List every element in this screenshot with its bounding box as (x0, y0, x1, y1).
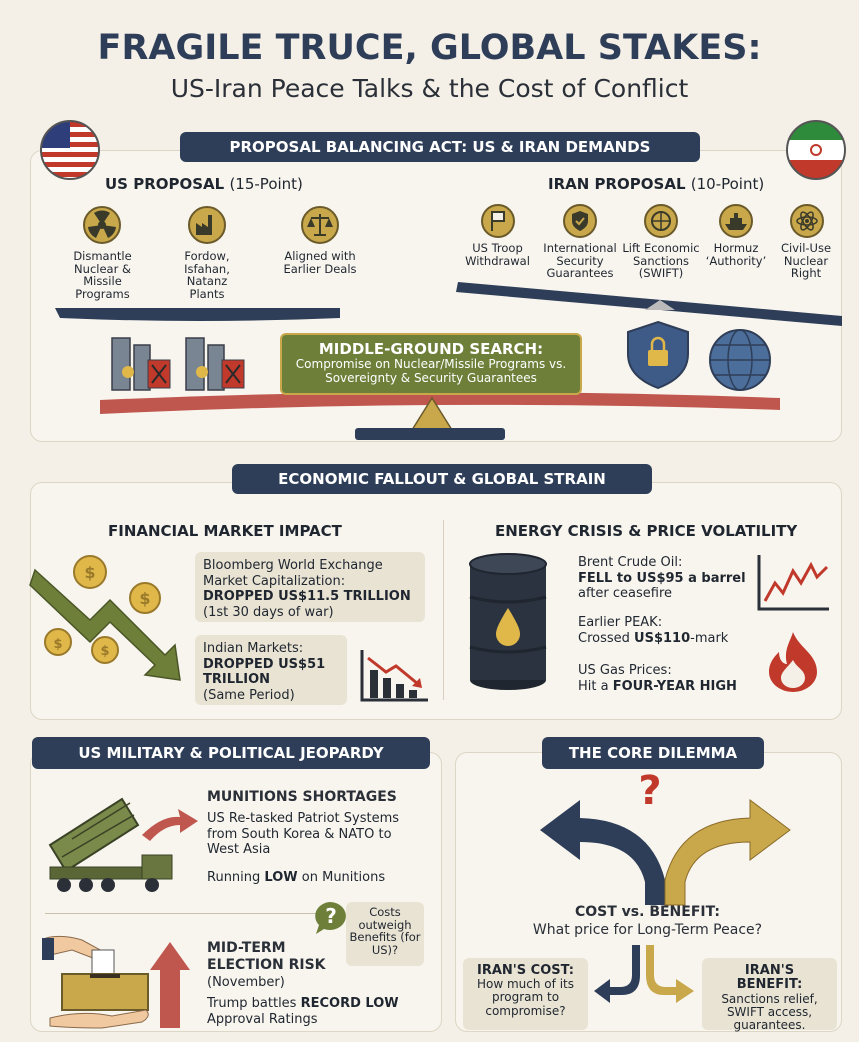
patriot-launcher (48, 797, 198, 892)
subtitle: US-Iran Peace Talks & the Cost of Confli… (170, 74, 689, 103)
svg-text:$: $ (100, 644, 109, 659)
brent-value: FELL to US$95 a barrel (578, 570, 746, 586)
balance-scale (55, 282, 842, 440)
svg-text:$: $ (53, 637, 62, 652)
brent-label: Brent Crude Oil: (578, 555, 683, 570)
falling-chart-icon (360, 650, 428, 702)
svg-text:$: $ (139, 589, 150, 608)
dilemma-question: What price for Long-Term Peace? (532, 922, 763, 938)
peak-suffix: -mark (690, 630, 729, 646)
peak-prefix: Crossed (578, 630, 630, 646)
munitions-suffix: on Munitions (301, 870, 386, 885)
gas-label: US Gas Prices: (578, 663, 672, 678)
cost-box: IRAN'S COST: How much of its program to … (463, 958, 588, 1030)
election-suffix: Approval Ratings (207, 1011, 318, 1027)
brent-note: after ceasefire (578, 586, 673, 602)
global-market-box: Bloomberg World Exchange Market Capitali… (195, 552, 425, 622)
middle-ground-text: Compromise on Nuclear/Missile Programs v… (295, 357, 567, 385)
india-market-value: DROPPED US$51 TRILLION (203, 656, 326, 688)
us-item: Fordow, Isfahan, Natanz Plants (184, 249, 230, 301)
iran-proposal-title: IRAN PROPOSAL (548, 175, 686, 193)
scales-icon (301, 206, 339, 244)
oil-barrel (469, 553, 547, 690)
election-title: MID-TERM ELECTION RISK (207, 940, 326, 973)
svg-text:$: $ (84, 563, 95, 582)
economy-panel (30, 482, 842, 720)
iran-item: Civil-Use Nuclear Right (780, 241, 832, 281)
nuclear-icon (83, 206, 121, 244)
speech-bubble (315, 902, 346, 934)
dilemma-mark: ? (638, 768, 662, 814)
iran-flag (786, 120, 846, 180)
middle-ground-title: MIDDLE-GROUND SEARCH: (318, 340, 544, 358)
munitions-text: US Re-tasked Patriot Systems from South … (207, 811, 400, 858)
brent-text: Brent Crude Oil: FELL to US$95 a barrel … (578, 555, 758, 602)
munitions-low: Running LOW on Munitions (207, 870, 427, 886)
election-value: RECORD LOW (300, 996, 399, 1011)
peak-value: US$110 (634, 630, 691, 646)
iran-item: International Security Guarantees (543, 241, 617, 281)
cost-benefit-arrows (594, 945, 694, 1003)
us-proposal-heading: US PROPOSAL (15-Point) (105, 175, 303, 193)
split-arrows (540, 799, 791, 906)
flag-icon (481, 204, 515, 238)
india-market-label: Indian Markets: (203, 641, 304, 656)
iran-item: Lift Economic Sanctions (SWIFT) (622, 241, 700, 281)
global-market-value: DROPPED US$11.5 TRILLION (203, 589, 411, 605)
peak-text: Earlier PEAK: Crossed US$110-mark (578, 615, 758, 646)
munitions-value: LOW (264, 870, 298, 885)
iran-item: Hormuz ‘Authority’ (705, 241, 767, 268)
economy-banner: ECONOMIC FALLOUT & GLOBAL STRAIN (232, 464, 652, 494)
middle-ground-box: MIDDLE-GROUND SEARCH: Compromise on Nucl… (280, 333, 582, 395)
us-proposal-count: (15-Point) (229, 175, 303, 193)
gas-text: US Gas Prices: Hit a FOUR-YEAR HIGH (578, 663, 768, 694)
iran-proposal-count: (10-Point) (690, 175, 765, 193)
election-note: (November) (207, 975, 285, 990)
atom-icon (790, 204, 824, 238)
plant-icon (188, 206, 226, 244)
dilemma-banner: THE CORE DILEMMA (542, 737, 764, 769)
iran-proposal-heading: IRAN PROPOSAL (10-Point) (548, 175, 764, 193)
energy-heading: ENERGY CRISIS & PRICE VOLATILITY (495, 522, 798, 540)
munitions-title: MUNITIONS SHORTAGES (207, 789, 397, 805)
shield-check-icon (563, 204, 597, 238)
bubble-mark: ? (325, 904, 337, 928)
benefit-box: IRAN'S BENEFIT: Sanctions relief, SWIFT … (702, 958, 837, 1032)
dilemma-title: COST vs. BENEFIT: (574, 904, 720, 920)
market-heading: FINANCIAL MARKET IMPACT (108, 522, 342, 540)
benefit-title: IRAN'S BENEFIT: (736, 963, 803, 993)
munitions-prefix: Running (207, 870, 261, 885)
cost-title: IRAN'S COST: (477, 963, 574, 978)
flame-icon (769, 632, 817, 692)
title: FRAGILE TRUCE, GLOBAL STAKES: (97, 28, 762, 68)
cost-text: How much of its program to compromise? (477, 977, 574, 1018)
sanctions-icon (644, 204, 678, 238)
us-flag (40, 120, 100, 180)
benefit-text: Sanctions relief, SWIFT access, guarante… (721, 991, 818, 1032)
ballot-icon (42, 935, 190, 1029)
callout-box: Costs outweigh Benefits (for US)? (346, 902, 424, 966)
peak-label: Earlier PEAK: (578, 615, 663, 630)
gas-prefix: Hit a (578, 678, 609, 694)
iran-item: US Troop Withdrawal (465, 241, 530, 268)
election-prefix: Trump battles (207, 996, 297, 1011)
falling-coins: $ $ $ $ (29, 555, 181, 681)
volatility-icon (757, 555, 829, 611)
us-proposal-title: US PROPOSAL (105, 175, 225, 193)
divider (45, 913, 345, 914)
divider (443, 520, 444, 700)
us-item: Dismantle Nuclear & Missile Programs (73, 249, 132, 301)
india-market-box: Indian Markets: DROPPED US$51 TRILLION (… (195, 635, 347, 705)
proposal-banner: PROPOSAL BALANCING ACT: US & IRAN DEMAND… (180, 132, 700, 162)
election-ratings: Trump battles RECORD LOW Approval Rating… (207, 996, 432, 1027)
india-market-note: (Same Period) (203, 687, 295, 703)
us-item: Aligned with Earlier Deals (283, 249, 357, 276)
global-market-label: Bloomberg World Exchange Market Capitali… (203, 558, 383, 589)
ship-icon (719, 204, 753, 238)
gas-value: FOUR-YEAR HIGH (612, 678, 737, 694)
military-banner: US MILITARY & POLITICAL JEOPARDY (32, 737, 430, 769)
global-market-note: (1st 30 days of war) (203, 604, 334, 620)
